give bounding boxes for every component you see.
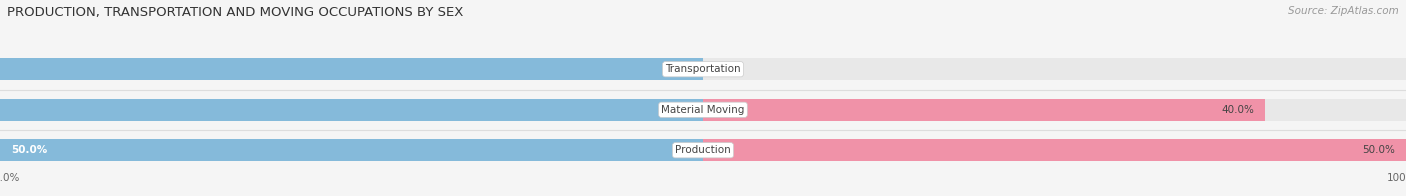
Text: Source: ZipAtlas.com: Source: ZipAtlas.com [1288,6,1399,16]
Text: Material Moving: Material Moving [661,105,745,115]
Bar [0,58,1406,80]
Text: Production: Production [675,145,731,155]
Bar [0,99,703,121]
Text: Transportation: Transportation [665,64,741,74]
Bar [703,99,1265,121]
Text: PRODUCTION, TRANSPORTATION AND MOVING OCCUPATIONS BY SEX: PRODUCTION, TRANSPORTATION AND MOVING OC… [7,6,464,19]
Text: 50.0%: 50.0% [1362,145,1395,155]
Bar [0,99,1406,121]
Text: 40.0%: 40.0% [1222,105,1254,115]
Text: 50.0%: 50.0% [11,145,48,155]
Bar [0,58,703,80]
Bar [0,139,703,162]
Bar [703,139,1406,162]
Bar [0,139,1406,162]
